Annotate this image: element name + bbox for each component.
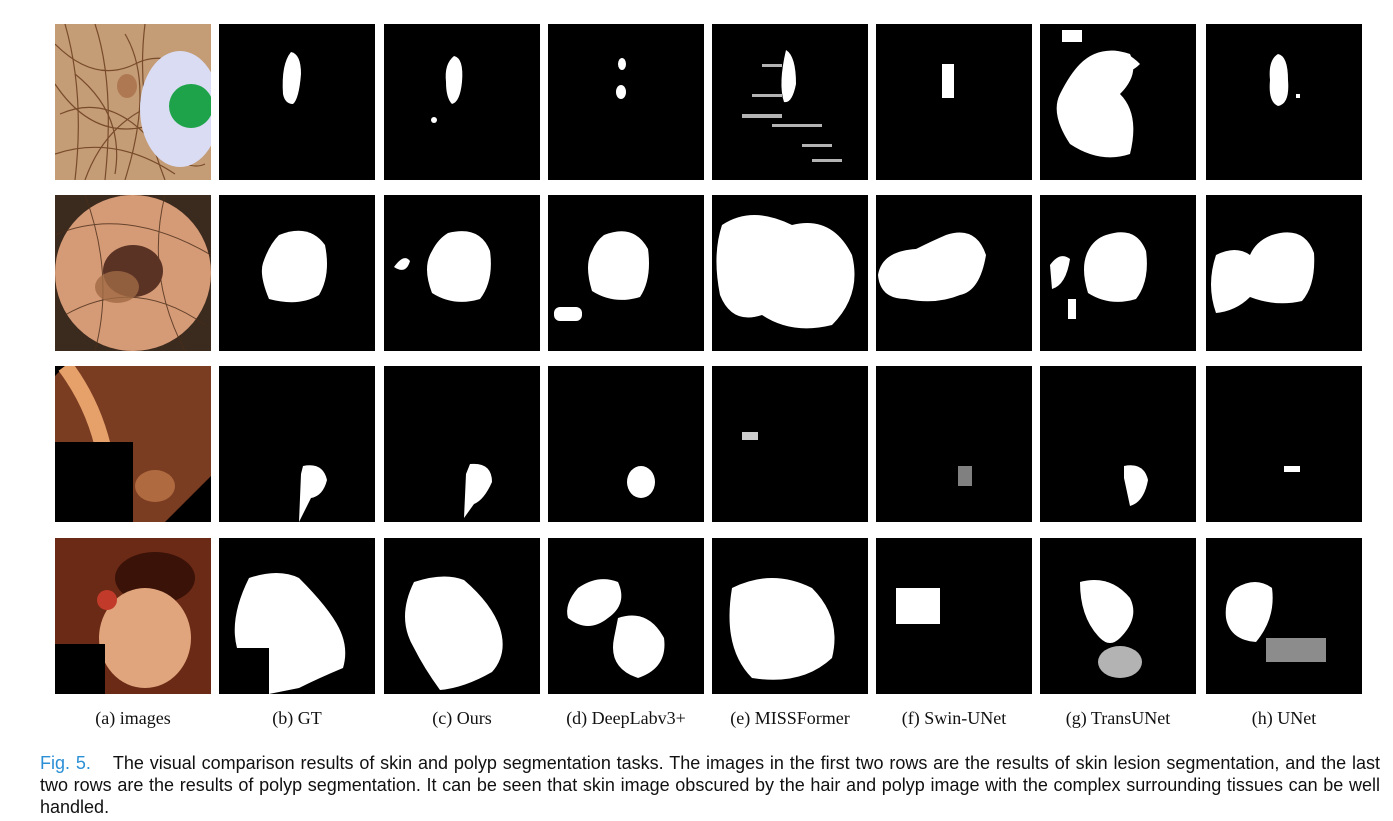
row4-transunet-mask [1040,538,1196,694]
row1-ours-mask [384,24,540,180]
row1-deeplab-mask [548,24,704,180]
row3-transunet-mask [1040,366,1196,522]
row3-deeplab-mask [548,366,704,522]
row2-unet-mask [1206,195,1362,351]
row3-swinunet-mask [876,366,1032,522]
row1-unet-mask [1206,24,1362,180]
column-label-unet: (h) UNet [1251,708,1317,728]
row4-input-image [55,538,211,694]
row4-missformer-mask [712,538,868,694]
row3-missformer-mask [712,366,868,522]
row2-deeplab-mask [548,195,704,351]
row2-transunet-mask [1040,195,1196,351]
row2-swinunet-mask [876,195,1032,351]
row1-input-image [55,24,211,180]
column-label-gt: (b) GT [272,708,322,728]
column-label-deeplabv3: (d) DeepLabv3+ [566,708,686,728]
row2-input-image [55,195,211,351]
row1-swinunet-mask [876,24,1032,180]
column-label-swinunet: (f) Swin-UNet [901,708,1007,728]
column-label-transunet: (g) TransUNet [1065,708,1171,728]
row4-unet-mask [1206,538,1362,694]
row4-deeplab-mask [548,538,704,694]
figure-caption: Fig. 5. The visual comparison results of … [40,752,1380,818]
row2-ours-mask [384,195,540,351]
row2-gt-mask [219,195,375,351]
figure-label: Fig. 5. [40,753,91,773]
row4-ours-mask [384,538,540,694]
row4-swinunet-mask [876,538,1032,694]
row1-transunet-mask [1040,24,1196,180]
row3-unet-mask [1206,366,1362,522]
caption-text: The visual comparison results of skin an… [40,753,1380,817]
column-label-missformer: (e) MISSFormer [730,708,850,728]
row1-missformer-mask [712,24,868,180]
row1-gt-mask [219,24,375,180]
row3-input-image [55,366,211,522]
row3-ours-mask [384,366,540,522]
column-label-images: (a) images [95,708,171,728]
figure-grid [55,24,1362,694]
row2-missformer-mask [712,195,868,351]
column-label-ours: (c) Ours [432,708,492,728]
row4-gt-mask [219,538,375,694]
row3-gt-mask [219,366,375,522]
